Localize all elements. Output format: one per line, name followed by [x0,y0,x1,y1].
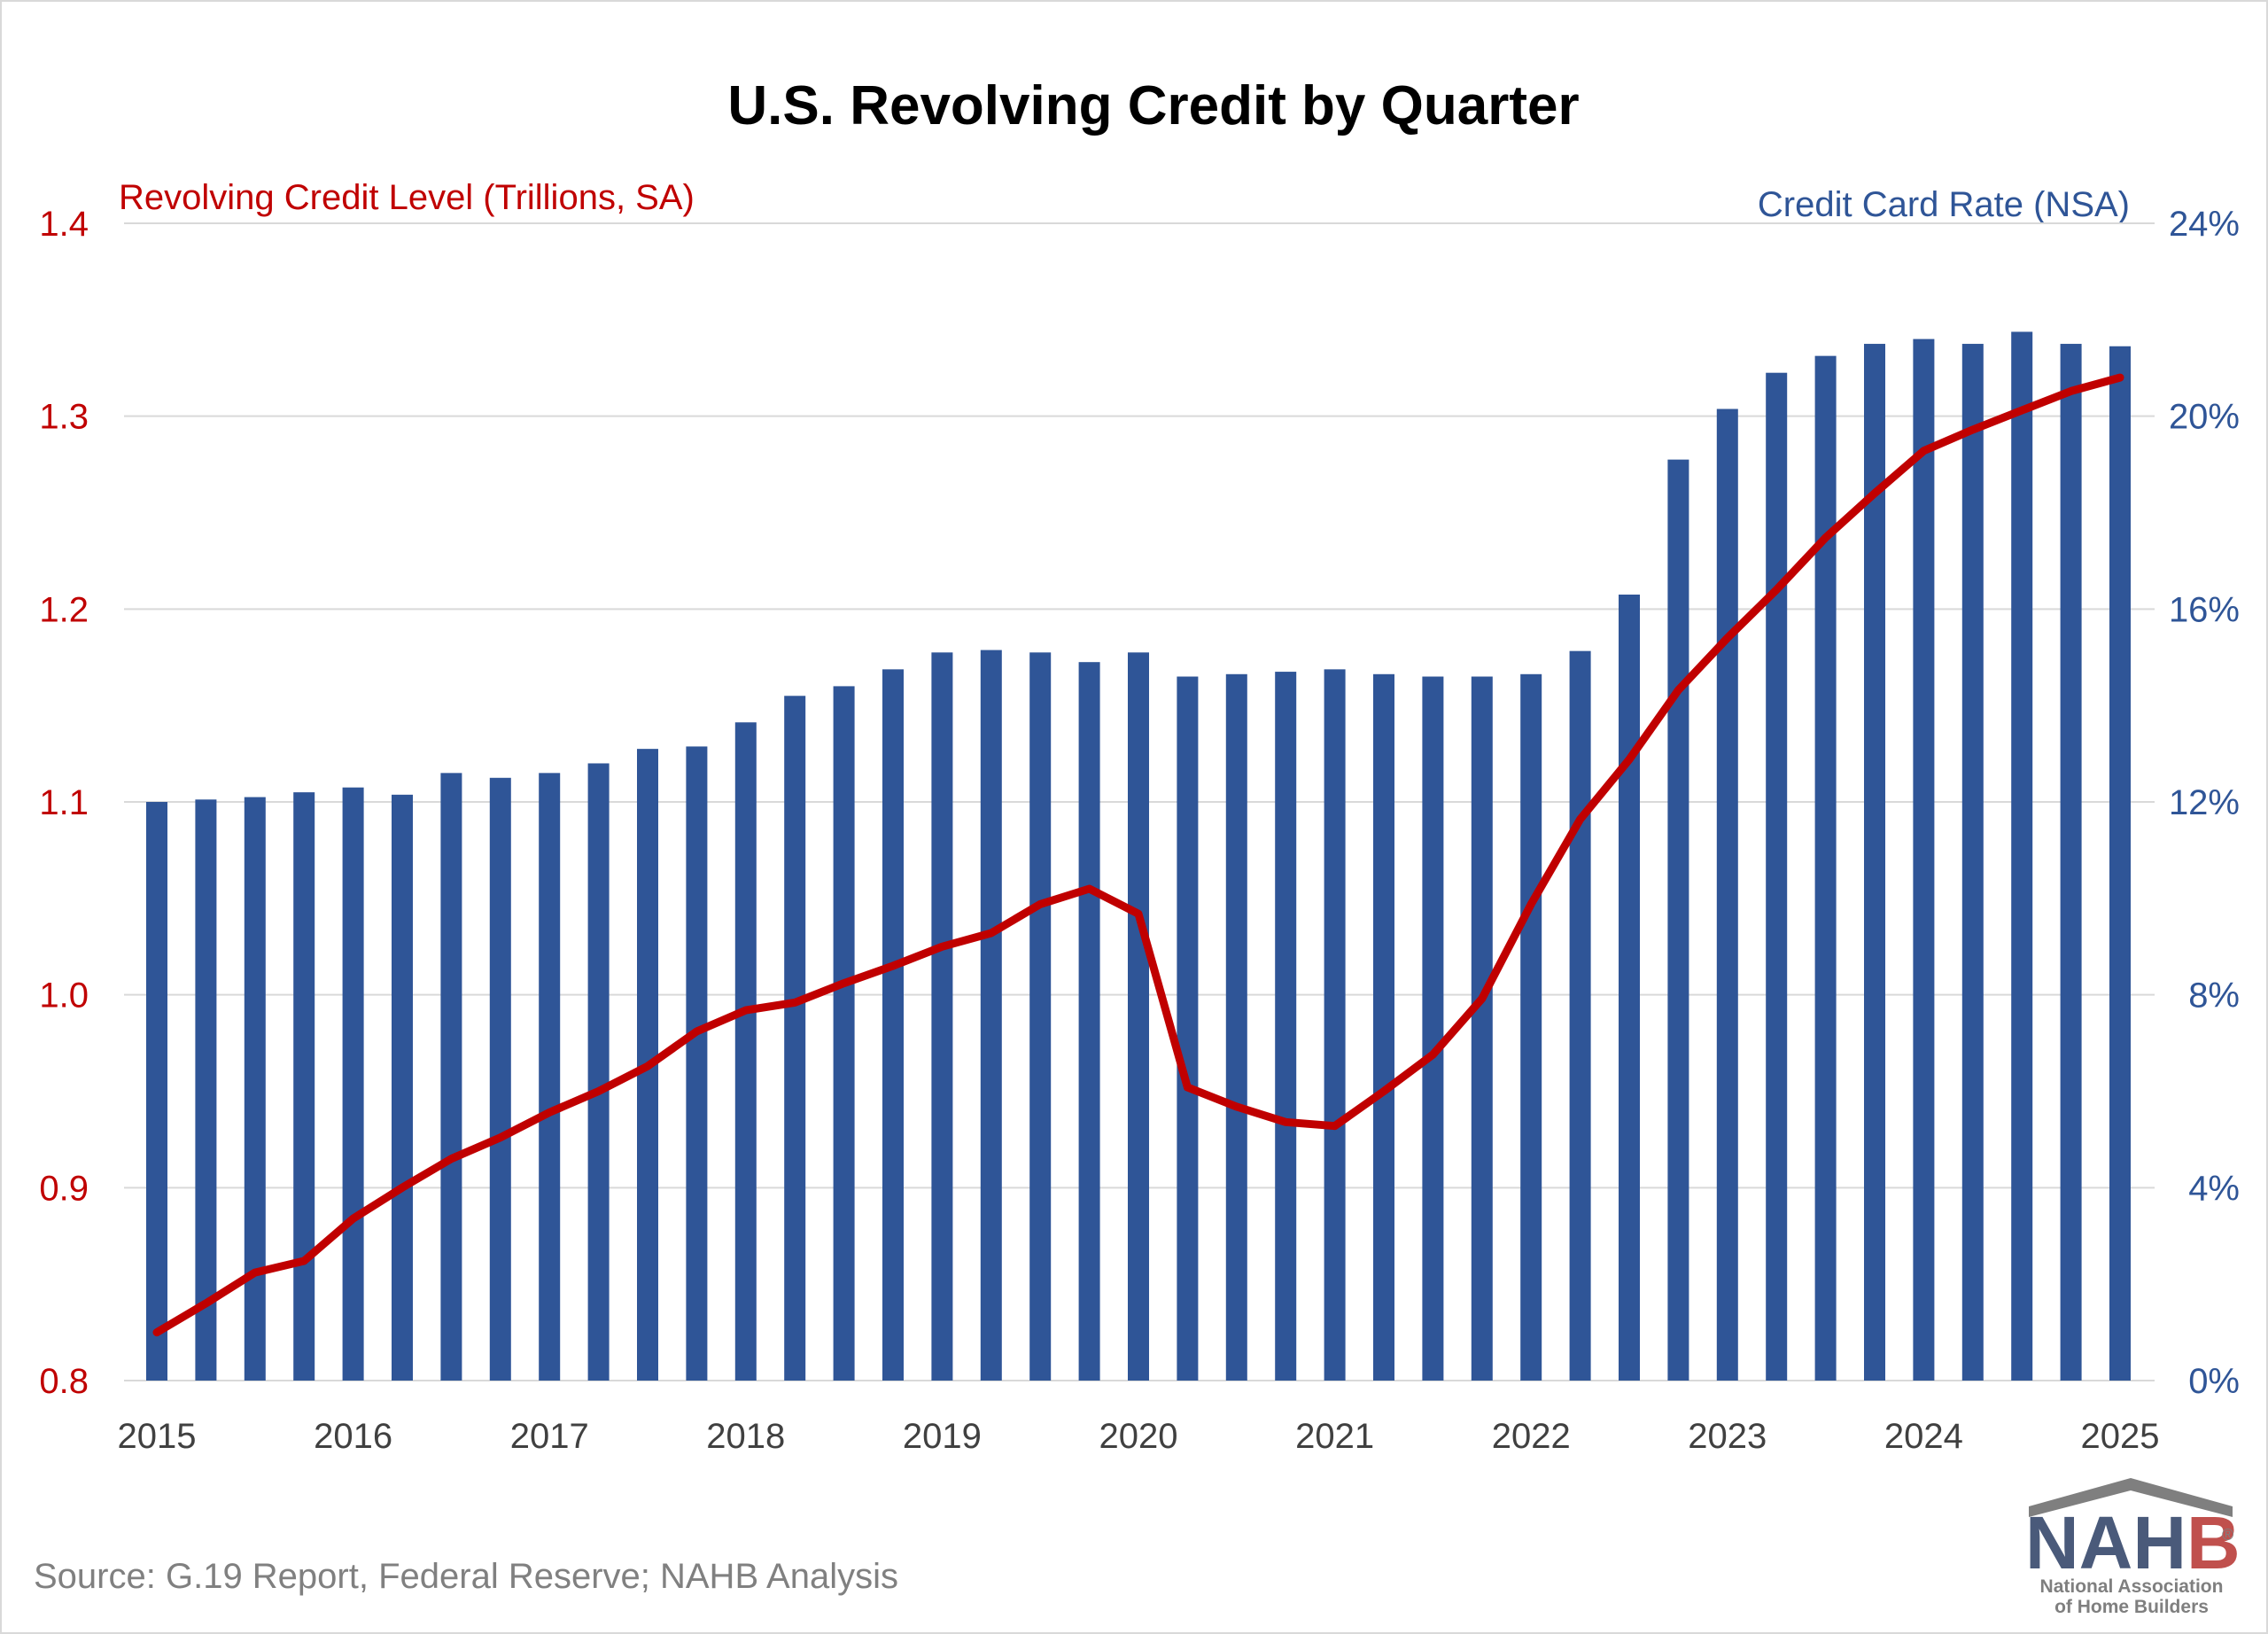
left-axis-title: Revolving Credit Level (Trillions, SA) [119,178,695,217]
left-axis-ticks: 0.8 0.9 1.0 1.1 1.2 1.3 1.4 [39,205,89,1401]
x-tick-label: 2020 [1099,1417,1178,1456]
rate-bar [1667,459,1689,1381]
rate-bar [1520,673,1542,1381]
rate-bar [1324,669,1346,1381]
rate-bar [1913,338,1935,1381]
rate-bar [1177,676,1199,1381]
rate-bar [146,802,167,1381]
right-axis-title: Credit Card Rate (NSA) [1758,185,2130,224]
rate-bar [1029,652,1052,1381]
x-tick-label: 2023 [1688,1417,1767,1456]
rate-bar [293,792,315,1381]
rate-bar [980,650,1002,1381]
rate-bar [1471,676,1493,1381]
rate-bar [1716,408,1738,1381]
rate-bar [1766,372,1788,1381]
rate-bar [931,652,953,1381]
rate-bar [1961,344,1984,1381]
rate-bar [784,696,806,1381]
rate-bar [392,794,413,1381]
rate-bar [342,787,364,1381]
right-tick-label: 8% [2188,977,2240,1015]
rate-bar [882,669,904,1381]
credit-level-line [152,373,2124,1337]
rate-bar [489,777,511,1381]
rate-bar [2060,344,2082,1381]
rate-bar [2109,346,2131,1381]
logo-letter-n: N [2025,1501,2079,1584]
rate-bar [1078,662,1100,1381]
rate-bar [1864,344,1885,1381]
x-tick-label: 2015 [118,1417,197,1456]
rate-bars [146,331,2131,1381]
right-tick-label: 0% [2188,1362,2240,1401]
logo-letter-h: H [2132,1501,2186,1584]
rate-bar [195,799,217,1381]
right-tick-label: 12% [2169,783,2240,822]
rate-bar [1373,673,1394,1381]
x-tick-label: 2022 [1492,1417,1571,1456]
rate-bar [1275,672,1297,1381]
rate-bar [734,722,757,1381]
credit-line-layer [152,373,2124,1337]
x-tick-label: 2019 [903,1417,982,1456]
logo-letter-a: A [2079,1501,2133,1584]
rate-bar [440,773,462,1381]
left-tick-label: 1.4 [39,205,89,244]
source-note: Source: G.19 Report, Federal Reserve; NA… [34,1557,898,1596]
left-tick-label: 0.8 [39,1362,89,1401]
logo-roof-icon [2029,1478,2233,1517]
rate-bar [686,746,708,1381]
logo-wordmark: NAHB [2025,1501,2241,1584]
right-tick-label: 16% [2169,590,2240,629]
right-axis-ticks: 0% 4% 8% 12% 16% 20% 24% [2169,205,2240,1401]
rate-bar [1422,676,1444,1381]
x-tick-label: 2025 [2081,1417,2160,1456]
right-tick-label: 20% [2169,398,2240,437]
rate-bar [1619,595,1640,1381]
rate-bar [1569,650,1591,1381]
left-tick-label: 1.0 [39,977,89,1015]
logo-letter-b: B [2186,1501,2241,1584]
right-tick-label: 24% [2169,205,2240,244]
logo-subtitle-line2: of Home Builders [2054,1597,2209,1617]
x-tick-label: 2017 [510,1417,589,1456]
x-tick-label: 2018 [706,1417,785,1456]
rate-bar [587,763,610,1381]
rate-bar [1814,355,1837,1381]
left-tick-label: 1.2 [39,590,89,629]
chart-title: U.S. Revolving Credit by Quarter [727,75,1579,136]
rate-bar [1225,673,1247,1381]
x-tick-label: 2016 [314,1417,392,1456]
left-tick-label: 0.9 [39,1169,89,1208]
rate-bar [539,773,561,1381]
x-tick-label: 2024 [1884,1417,1963,1456]
left-tick-label: 1.1 [39,783,89,822]
logo-registered-mark: ® [2222,1526,2233,1544]
rate-bar [244,797,266,1381]
rate-bar [1128,652,1149,1381]
x-axis-ticks: 2015 2016 2017 2018 2019 2020 2021 2022 2023 2024… [118,1417,2160,1456]
logo-subtitle-line1: National Association [2040,1576,2224,1597]
rate-bar [833,686,855,1381]
rate-bar [2011,331,2033,1381]
x-tick-label: 2021 [1295,1417,1374,1456]
left-tick-label: 1.3 [39,398,89,437]
right-tick-label: 4% [2188,1169,2240,1208]
nahb-logo: NAHB ® National Association of Home Buil… [2025,1478,2241,1617]
